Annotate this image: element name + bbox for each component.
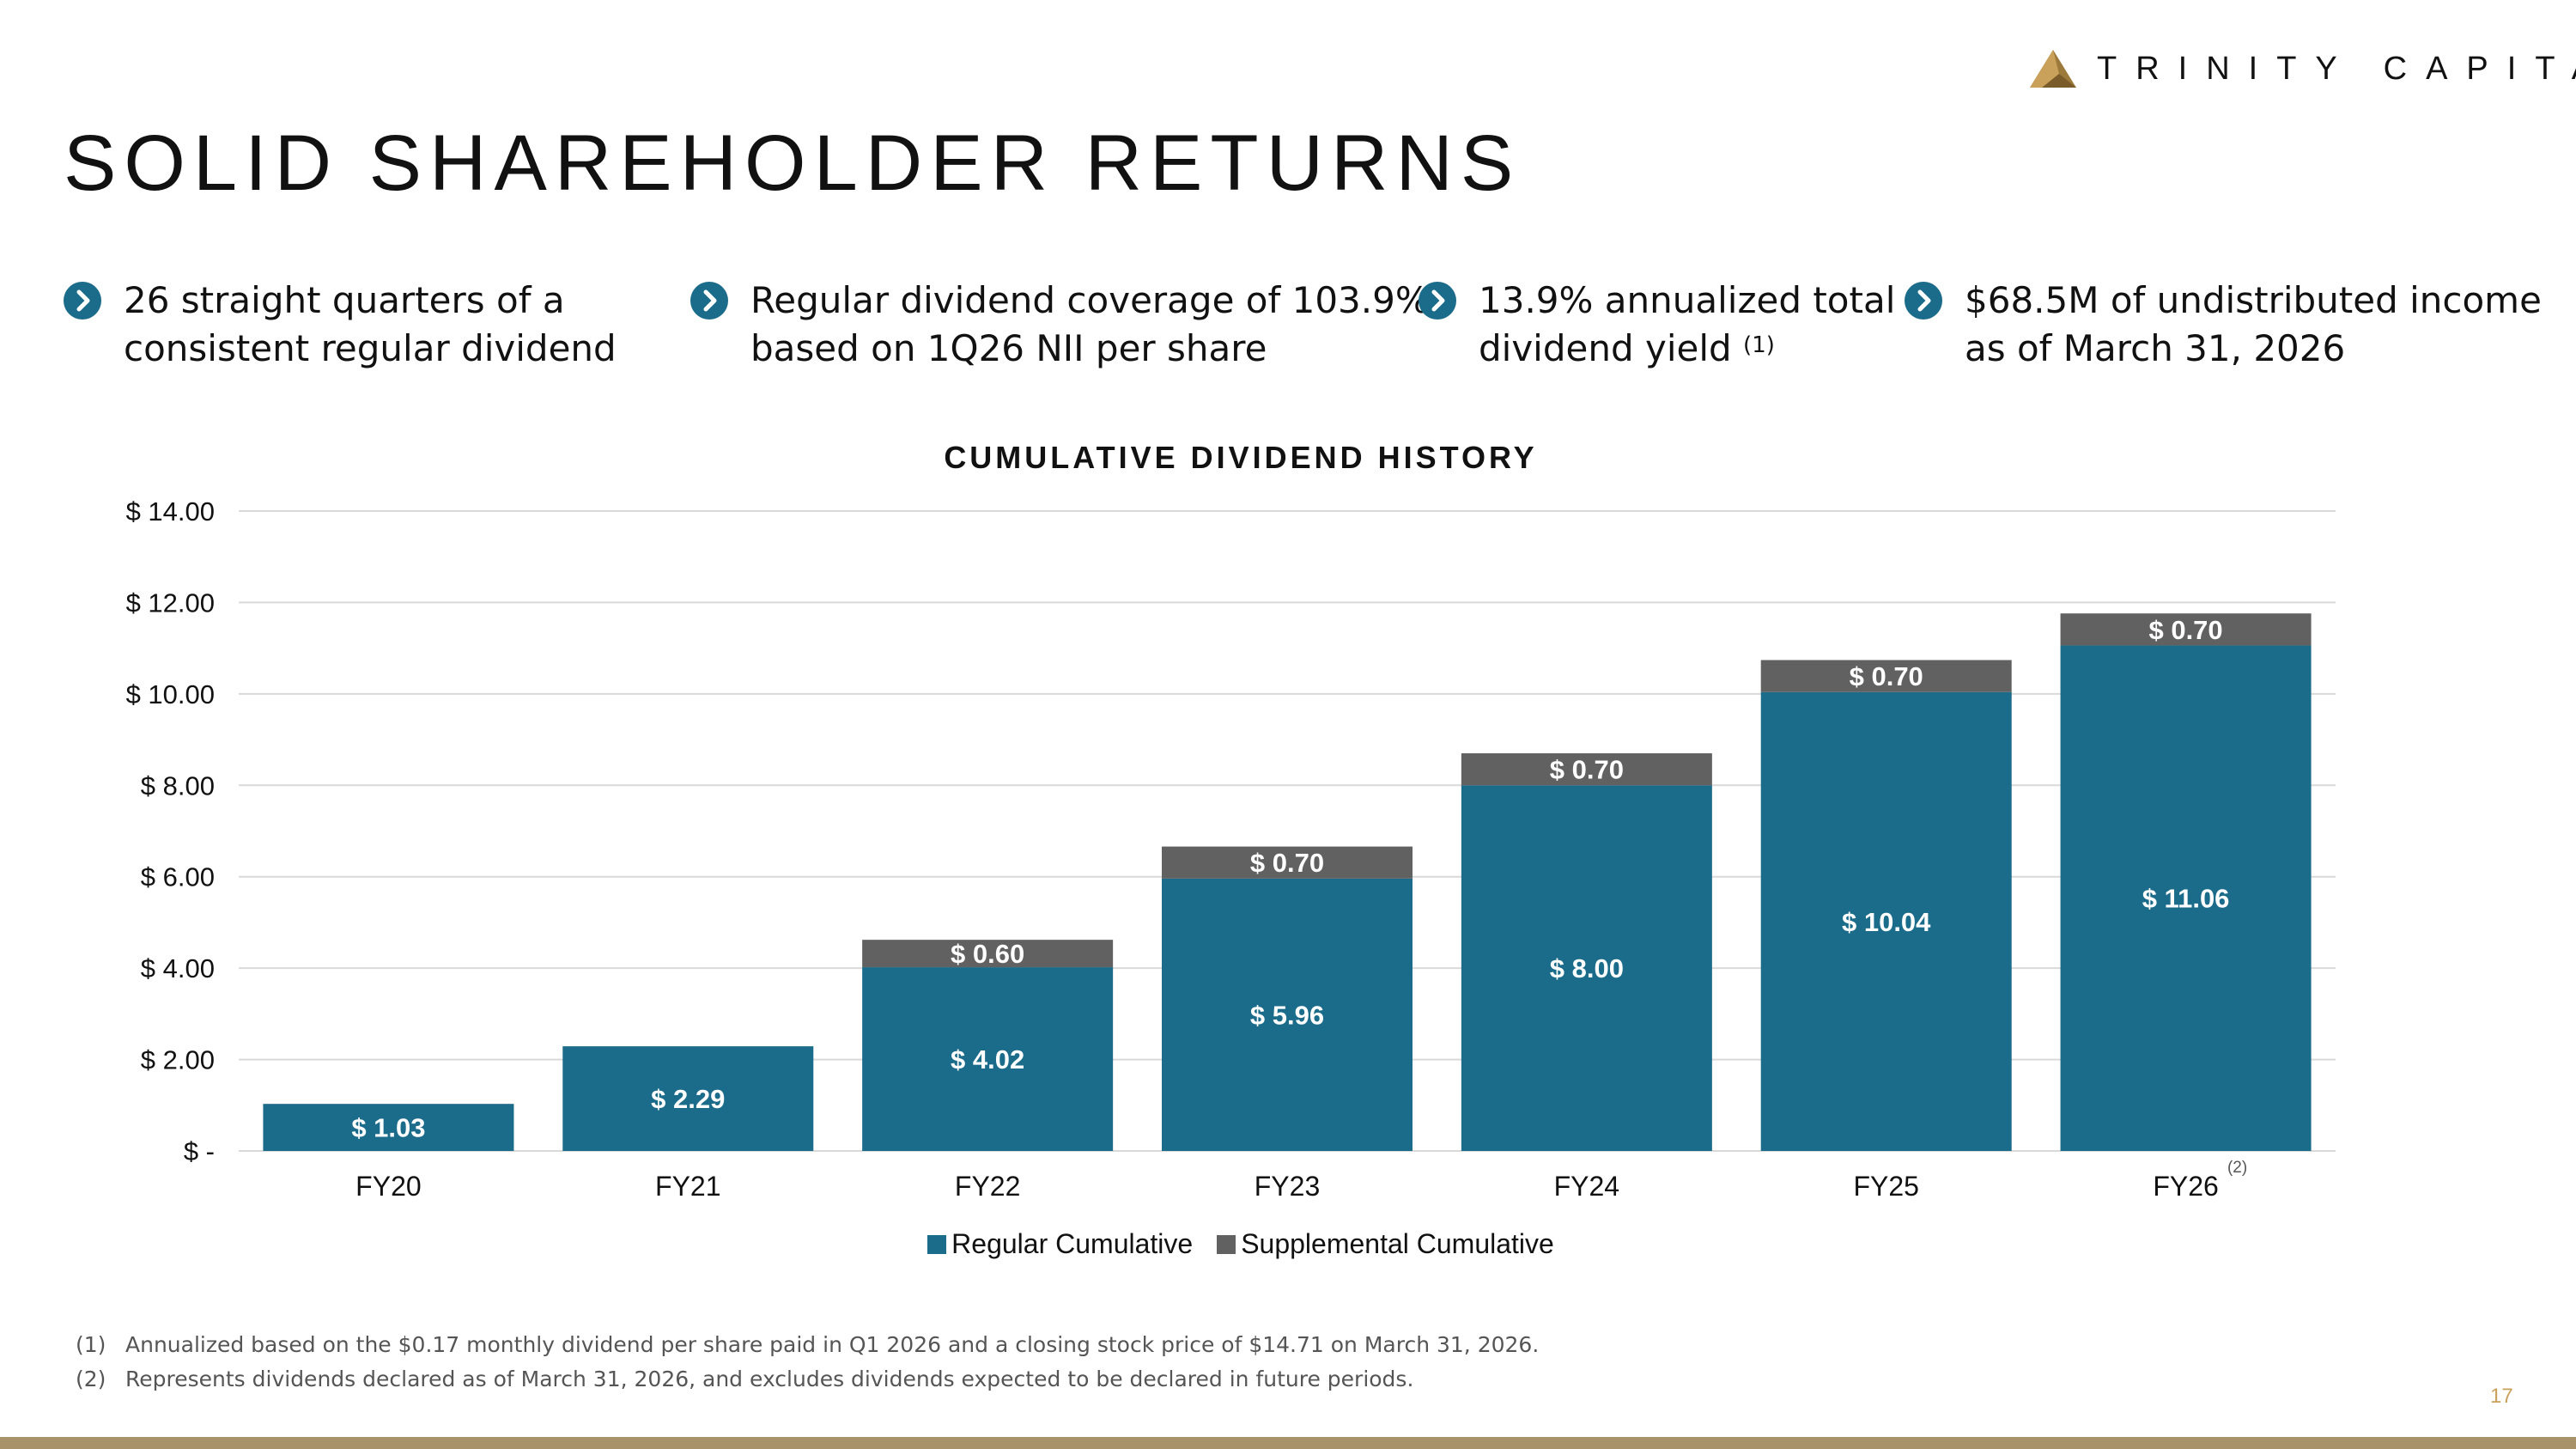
data-label-supplemental: $ 0.70 bbox=[1850, 661, 1923, 691]
y-tick-label: $ 6.00 bbox=[141, 862, 215, 892]
bar-regular bbox=[2060, 645, 2312, 1151]
bar-regular bbox=[1760, 691, 2012, 1151]
x-tick-label: FY26 bbox=[2153, 1171, 2218, 1202]
footnote-text: Represents dividends declared as of Marc… bbox=[125, 1367, 1414, 1391]
highlight-line1: $68.5M of undistributed income bbox=[1965, 279, 2542, 321]
bar-regular bbox=[1162, 878, 1413, 1151]
bar-regular bbox=[263, 1104, 514, 1151]
highlight-line1: Regular dividend coverage of 103.9% bbox=[750, 279, 1430, 321]
x-tick-note: (2) bbox=[2227, 1159, 2247, 1177]
data-label-regular: $ 11.06 bbox=[2142, 884, 2230, 914]
highlight-text: $68.5M of undistributed income as of Mar… bbox=[1965, 277, 2542, 373]
footnote-number: (1) bbox=[76, 1332, 106, 1357]
data-label-regular: $ 5.96 bbox=[1250, 1000, 1324, 1030]
x-tick-label: FY22 bbox=[955, 1171, 1020, 1202]
x-tick-label: FY20 bbox=[355, 1171, 421, 1202]
page-title: SOLID SHAREHOLDER RETURNS bbox=[64, 119, 1522, 207]
x-tick-label: FY21 bbox=[655, 1171, 720, 1202]
data-label-regular: $ 2.29 bbox=[651, 1084, 725, 1114]
highlight-line2: based on 1Q26 NII per share bbox=[750, 327, 1267, 369]
bar-supplemental bbox=[862, 940, 1114, 968]
data-label-supplemental: $ 0.70 bbox=[2148, 615, 2222, 645]
highlight-line2: dividend yield (1) bbox=[1479, 327, 1775, 369]
data-label-supplemental: $ 0.60 bbox=[951, 939, 1024, 969]
highlight-item: 13.9% annualized total dividend yield (1… bbox=[1419, 277, 1895, 373]
footnotes: (1) Annualized based on the $0.17 monthl… bbox=[76, 1328, 1539, 1397]
x-tick-label: FY25 bbox=[1853, 1171, 1918, 1202]
footnote-text: Annualized based on the $0.17 monthly di… bbox=[125, 1332, 1540, 1357]
data-label-regular: $ 8.00 bbox=[1550, 953, 1624, 983]
highlight-item: Regular dividend coverage of 103.9% base… bbox=[690, 277, 1430, 373]
chevron-right-icon bbox=[1905, 282, 1942, 320]
y-tick-label: $ 14.00 bbox=[126, 496, 215, 527]
legend-label-supplemental: Supplemental Cumulative bbox=[1241, 1228, 1554, 1259]
cumulative-dividend-chart: $ - $ 2.00 $ 4.00 $ 6.00 $ 8.00 $ 10.00 $ 12.0… bbox=[126, 496, 2336, 1202]
data-label-regular: $ 10.04 bbox=[1842, 907, 1931, 937]
bottom-accent-bar bbox=[0, 1437, 2576, 1449]
data-label-regular: $ 1.03 bbox=[351, 1113, 425, 1143]
bar-regular bbox=[862, 967, 1114, 1151]
footnote-number: (2) bbox=[76, 1367, 106, 1391]
y-tick-label: $ - bbox=[184, 1136, 215, 1166]
bar-supplemental bbox=[2060, 613, 2312, 646]
highlight-line2: consistent regular dividend bbox=[124, 327, 617, 369]
footnote: (2) Represents dividends declared as of … bbox=[76, 1362, 1539, 1397]
y-tick-label: $ 4.00 bbox=[141, 953, 215, 983]
chart-legend: Regular Cumulative Supplemental Cumulati… bbox=[0, 1228, 2482, 1260]
chevron-right-icon bbox=[690, 282, 728, 320]
chevron-right-icon bbox=[1419, 282, 1456, 320]
bar-regular bbox=[1461, 785, 1712, 1151]
chevron-right-icon bbox=[64, 282, 101, 320]
highlight-text: 13.9% annualized total dividend yield (1… bbox=[1479, 277, 1895, 373]
data-label-supplemental: $ 0.70 bbox=[1250, 848, 1324, 878]
data-label-supplemental: $ 0.70 bbox=[1550, 755, 1624, 785]
footnote-ref: (1) bbox=[1743, 332, 1775, 358]
data-label-regular: $ 4.02 bbox=[951, 1044, 1024, 1075]
bar-supplemental bbox=[1760, 660, 2012, 692]
bar-supplemental bbox=[1162, 846, 1413, 879]
brand-name: TRINITY CAPITAL bbox=[2097, 50, 2576, 87]
trinity-capital-logo-icon bbox=[2030, 50, 2076, 88]
legend-label-regular: Regular Cumulative bbox=[951, 1228, 1194, 1259]
bar-supplemental bbox=[1461, 753, 1712, 786]
y-tick-label: $ 12.00 bbox=[126, 588, 215, 618]
legend-swatch-supplemental bbox=[1217, 1234, 1236, 1254]
footnote: (1) Annualized based on the $0.17 monthl… bbox=[76, 1328, 1539, 1362]
legend-item-regular: Regular Cumulative bbox=[927, 1228, 1193, 1260]
highlight-item: 26 straight quarters of a consistent reg… bbox=[64, 277, 617, 373]
y-tick-label: $ 10.00 bbox=[126, 679, 215, 709]
highlight-text: 26 straight quarters of a consistent reg… bbox=[124, 277, 617, 373]
highlight-line2: as of March 31, 2026 bbox=[1965, 327, 2346, 369]
chart-title: CUMULATIVE DIVIDEND HISTORY bbox=[944, 440, 1538, 475]
y-tick-label: $ 2.00 bbox=[141, 1045, 215, 1075]
highlights-row: 26 straight quarters of a consistent reg… bbox=[64, 277, 2554, 380]
x-tick-label: FY23 bbox=[1255, 1171, 1320, 1202]
highlight-line1: 26 straight quarters of a bbox=[124, 279, 565, 321]
bar-regular bbox=[562, 1046, 814, 1151]
brand-logo: TRINITY CAPITAL bbox=[2028, 48, 2576, 89]
highlight-line1: 13.9% annualized total bbox=[1479, 279, 1896, 321]
y-tick-label: $ 8.00 bbox=[141, 770, 215, 801]
x-tick-label: FY24 bbox=[1554, 1171, 1619, 1202]
highlight-item: $68.5M of undistributed income as of Mar… bbox=[1905, 277, 2542, 373]
page-number: 17 bbox=[2490, 1385, 2513, 1408]
legend-swatch-regular bbox=[927, 1234, 947, 1254]
legend-item-supplemental: Supplemental Cumulative bbox=[1217, 1228, 1554, 1260]
highlight-text: Regular dividend coverage of 103.9% base… bbox=[750, 277, 1430, 373]
